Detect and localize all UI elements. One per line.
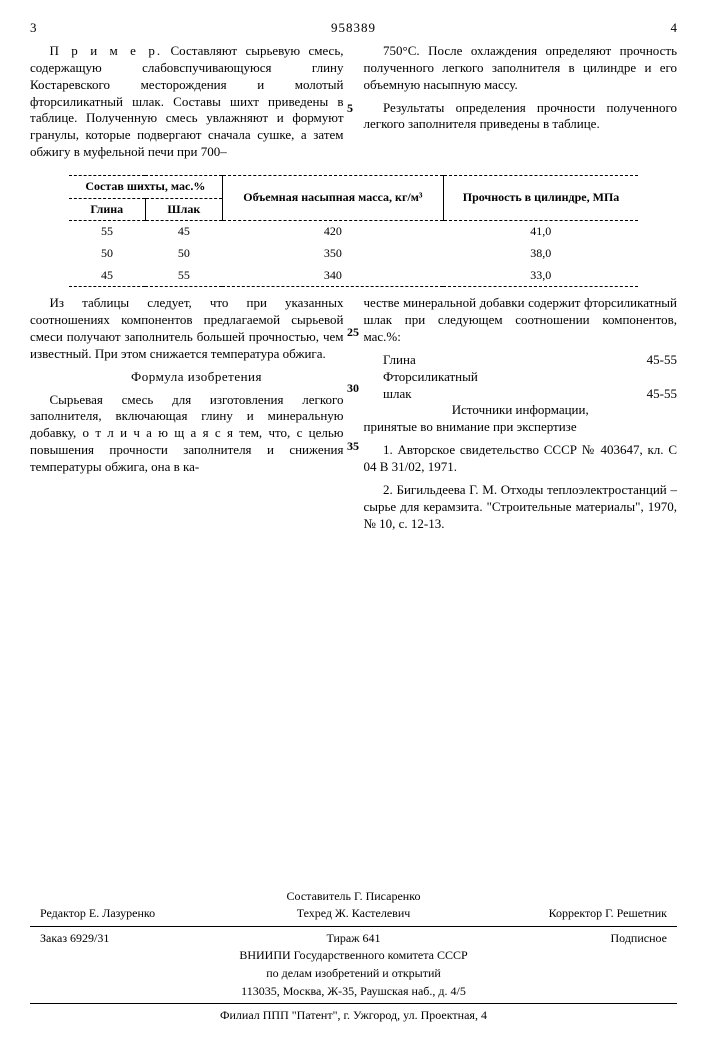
sources-title: Источники информации, (364, 402, 678, 419)
org-line-2: по делам изобретений и открытий (30, 966, 677, 982)
subscription: Подписное (458, 931, 667, 947)
cell-mass: 420 (222, 221, 443, 243)
claims-title: Формула изобретения (30, 369, 344, 386)
cell-clay: 50 (69, 243, 145, 265)
org-line-1: ВНИИПИ Государственного комитета СССР (30, 948, 677, 964)
comp-val: 45-55 (647, 386, 677, 403)
cell-slag: 45 (145, 221, 222, 243)
th-strength: Прочность в цилиндре, МПа (443, 176, 638, 221)
cell-slag: 50 (145, 243, 222, 265)
compositor-row: Составитель Г. Писаренко (30, 889, 677, 905)
document-number: 958389 (331, 20, 376, 37)
line-marker-35: 35 (347, 439, 359, 455)
credits-row: Редактор Е. Лазуренко Техред Ж. Кастелев… (30, 906, 677, 922)
comp-name: Глина (383, 352, 416, 369)
th-composition: Состав шихты, мас.% (69, 176, 223, 199)
source-2: 2. Бигильдеева Г. М. Отходы теплоэлектро… (364, 482, 678, 533)
header: 3 958389 4 (30, 20, 677, 37)
page-number-right: 4 (671, 20, 678, 37)
cell-clay: 55 (69, 221, 145, 243)
cell-strength: 41,0 (443, 221, 638, 243)
page-number-left: 3 (30, 20, 37, 37)
address-1: 113035, Москва, Ж-35, Раушская наб., д. … (30, 984, 677, 1000)
techred: Техред Ж. Кастелевич (249, 906, 458, 922)
right-column-upper: 750°С. После охлаждения определяют прочн… (364, 43, 678, 167)
comp-name: шлак (383, 386, 412, 403)
sources-subtitle: принятые во внимание при экспертизе (364, 419, 678, 436)
line-marker-25: 25 (347, 325, 359, 341)
editor: Редактор Е. Лазуренко (40, 906, 249, 922)
composition-table: Состав шихты, мас.% Объемная насыпная ма… (69, 175, 638, 287)
print-run: Тираж 641 (249, 931, 458, 947)
claim-continuation: честве минеральной добавки содержит фтор… (364, 295, 678, 346)
source-1: 1. Авторское свидетельство СССР № 403647… (364, 442, 678, 476)
example-lead: П р и м е р. (50, 43, 163, 58)
comp-val: 45-55 (647, 352, 677, 369)
corrector: Корректор Г. Решетник (458, 906, 667, 922)
th-clay: Глина (69, 198, 145, 221)
component-list: Глина 45-55 Фторсиликатный шлак 45-55 (383, 352, 677, 403)
cell-slag: 55 (145, 265, 222, 287)
lower-columns: Из таблицы следует, что при указанных со… (30, 295, 677, 539)
table-row: 45 55 340 33,0 (69, 265, 638, 287)
left-column-lower: Из таблицы следует, что при указанных со… (30, 295, 344, 539)
line-marker-30: 30 (347, 381, 359, 397)
comp-name: Фторсиликатный (383, 369, 478, 386)
continuation-paragraph: 750°С. После охлаждения определяют прочн… (364, 43, 678, 94)
results-paragraph: Результаты определения прочности получен… (364, 100, 678, 134)
cell-clay: 45 (69, 265, 145, 287)
left-column-upper: П р и м е р. Составляют сырьевую смесь, … (30, 43, 344, 167)
cell-mass: 340 (222, 265, 443, 287)
address-2: Филиал ППП "Патент", г. Ужгород, ул. Про… (30, 1008, 677, 1024)
cell-strength: 33,0 (443, 265, 638, 287)
line-marker-5: 5 (347, 101, 353, 117)
example-text: Составляют сырьевую смесь, содержащую сл… (30, 43, 344, 159)
table-row: 55 45 420 41,0 (69, 221, 638, 243)
imprint-footer: Составитель Г. Писаренко Редактор Е. Лаз… (30, 889, 677, 1024)
divider (30, 1003, 677, 1004)
divider (30, 926, 677, 927)
table-row: 50 50 350 38,0 (69, 243, 638, 265)
order-number: Заказ 6929/31 (40, 931, 249, 947)
cell-strength: 38,0 (443, 243, 638, 265)
th-bulk-mass: Объемная насыпная масса, кг/м³ (222, 176, 443, 221)
example-paragraph: П р и м е р. Составляют сырьевую смесь, … (30, 43, 344, 161)
right-column-lower: честве минеральной добавки содержит фтор… (364, 295, 678, 539)
th-slag: Шлак (145, 198, 222, 221)
print-row: Заказ 6929/31 Тираж 641 Подписное (30, 931, 677, 947)
upper-columns: П р и м е р. Составляют сырьевую смесь, … (30, 43, 677, 167)
table-conclusion: Из таблицы следует, что при указанных со… (30, 295, 344, 363)
cell-mass: 350 (222, 243, 443, 265)
claim-text: Сырьевая смесь для изготовления легкого … (30, 392, 344, 476)
